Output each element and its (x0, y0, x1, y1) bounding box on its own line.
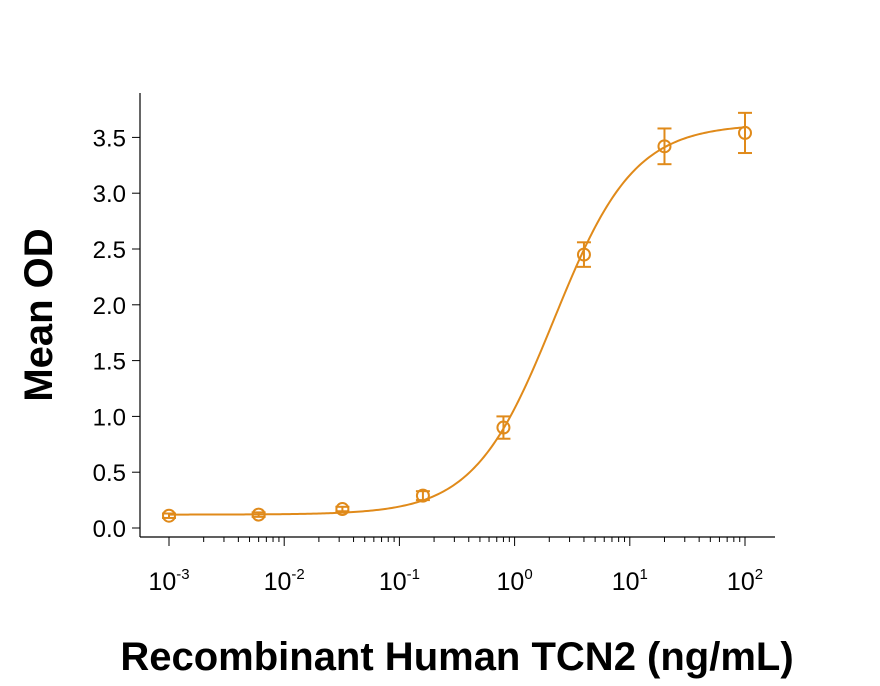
data-point (738, 125, 752, 140)
data-point-group (415, 488, 430, 503)
y-tick-label: 2.0 (93, 293, 126, 320)
data-point-group (576, 241, 591, 268)
x-tick-label: 100 (497, 566, 533, 596)
y-tick-label: 3.5 (93, 125, 126, 152)
data-point-group (657, 127, 672, 166)
data-point (576, 247, 591, 262)
x-tick-label: 10-3 (148, 566, 189, 596)
x-tick-label: 10-1 (379, 566, 420, 596)
fitted-curve (169, 126, 746, 516)
y-tick-label: 3.0 (93, 181, 126, 208)
data-point (162, 508, 176, 523)
y-tick-label: 1.0 (93, 404, 126, 431)
data-point (415, 488, 430, 503)
y-tick-label: 0.0 (93, 516, 126, 543)
data-point (335, 502, 350, 517)
x-axis-ticks: 10-3 10-2 10-1 100 101 102 (148, 537, 763, 596)
data-point-group (251, 507, 266, 522)
y-axis-ticks: 0.0 0.5 1.0 1.5 2.0 2.5 3.0 3.5 (93, 125, 140, 543)
axes (139, 93, 775, 538)
y-axis-title: Mean OD (17, 228, 61, 401)
x-tick-label: 102 (727, 566, 763, 596)
data-point (657, 139, 672, 154)
y-tick-label: 2.5 (93, 237, 126, 264)
y-tick-label: 0.5 (93, 460, 126, 487)
data-points (162, 111, 752, 523)
data-point-group (496, 415, 511, 440)
data-point (496, 420, 511, 435)
x-axis-title: Recombinant Human TCN2 (ng/mL) (120, 635, 793, 679)
data-point-group (162, 508, 176, 523)
data-point-group (335, 502, 350, 517)
data-point (251, 507, 266, 522)
data-point-group (738, 111, 752, 155)
y-tick-label: 1.5 (93, 349, 126, 376)
x-tick-label: 101 (612, 566, 648, 596)
x-tick-label: 10-2 (264, 566, 305, 596)
